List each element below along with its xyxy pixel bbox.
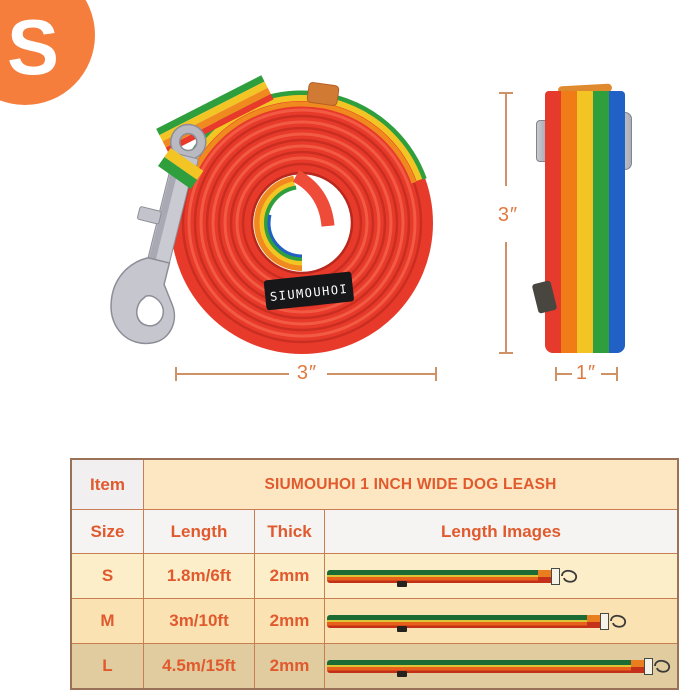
leash-strap (327, 659, 631, 673)
size-cell-s: S (72, 554, 144, 599)
col-header-size: Size (72, 510, 144, 554)
length-image-cell-l (325, 644, 677, 688)
length-image-cell-s (325, 554, 677, 599)
spec-table: Item SIUMOUHOI 1 INCH WIDE DOG LEASH Siz… (70, 458, 679, 690)
coiled-leash-photo: SIUMOUHOI (110, 75, 435, 356)
item-header-cell: Item (72, 460, 144, 510)
leash-end (631, 659, 644, 673)
leash-tag (397, 625, 407, 632)
leash-tag (397, 670, 407, 677)
thick-cell-l: 2mm (255, 644, 325, 688)
leash-end (587, 614, 600, 628)
leash-strap (327, 614, 587, 628)
length-cell-l: 4.5m/15ft (144, 644, 255, 688)
leash-tag (397, 580, 407, 587)
col-header-length: Length (144, 510, 255, 554)
thick-cell-m: 2mm (255, 599, 325, 644)
brand-tag: SIUMOUHOI (263, 271, 354, 311)
size-badge: S (0, 0, 95, 105)
leash-image-m (327, 612, 629, 632)
strap-width-dimension: 1″ (555, 362, 618, 384)
length-cell-s: 1.8m/6ft (144, 554, 255, 599)
coil-width-dimension: 3″ (175, 362, 437, 384)
leash-image-s (327, 567, 580, 587)
handle-band-fold (158, 147, 204, 189)
size-badge-letter: S (6, 3, 60, 91)
thick-cell-s: 2mm (255, 554, 325, 599)
length-image-cell-m (325, 599, 677, 644)
leash-end (538, 569, 551, 583)
strap-side-photo (531, 83, 636, 380)
item-value-cell: SIUMOUHOI 1 INCH WIDE DOG LEASH (144, 460, 677, 510)
leash-buckle (551, 567, 560, 585)
leash-buckle (644, 657, 653, 675)
col-header-length-images: Length Images (325, 510, 677, 554)
leash-strap (327, 569, 538, 583)
stitch-tab (306, 82, 340, 106)
size-cell-l: L (72, 644, 144, 688)
leash-hook-icon (610, 614, 627, 628)
length-cell-m: 3m/10ft (144, 599, 255, 644)
strap-width-label: 1″ (575, 362, 597, 384)
coil-width-label: 3″ (296, 362, 318, 384)
rainbow-strap (545, 91, 625, 353)
strap-length-dimension: 3″ (498, 92, 528, 354)
size-cell-m: M (72, 599, 144, 644)
leash-hook-icon (561, 569, 578, 583)
col-header-thick: Thick (255, 510, 325, 554)
leash-buckle (600, 612, 609, 630)
leash-hook-icon (654, 659, 671, 673)
leash-image-l (327, 657, 673, 677)
strap-length-label: 3″ (497, 204, 519, 226)
coil-hole-rainbow (254, 175, 350, 271)
